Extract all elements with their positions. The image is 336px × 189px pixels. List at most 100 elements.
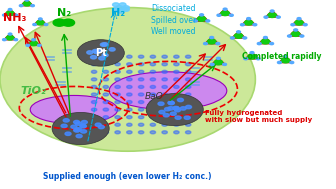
Circle shape <box>174 93 179 96</box>
Circle shape <box>115 55 120 58</box>
Circle shape <box>31 5 34 7</box>
Circle shape <box>237 31 241 33</box>
Circle shape <box>303 24 307 26</box>
Circle shape <box>96 49 102 52</box>
Polygon shape <box>20 0 34 6</box>
Polygon shape <box>3 33 17 40</box>
Circle shape <box>119 3 126 7</box>
Circle shape <box>115 101 120 104</box>
Polygon shape <box>3 9 17 15</box>
Circle shape <box>185 55 191 58</box>
Circle shape <box>118 9 124 13</box>
Circle shape <box>94 50 100 54</box>
Circle shape <box>115 123 120 126</box>
Circle shape <box>174 85 179 88</box>
Circle shape <box>268 13 276 17</box>
Circle shape <box>115 93 120 96</box>
Circle shape <box>150 93 156 96</box>
Circle shape <box>180 107 186 110</box>
Circle shape <box>25 0 29 1</box>
Circle shape <box>277 16 280 18</box>
Circle shape <box>168 101 174 105</box>
Circle shape <box>253 24 257 26</box>
Circle shape <box>14 39 17 41</box>
Polygon shape <box>258 37 273 44</box>
Circle shape <box>241 24 244 26</box>
Circle shape <box>185 85 191 88</box>
Circle shape <box>32 39 35 41</box>
Circle shape <box>91 116 97 119</box>
Circle shape <box>173 107 179 110</box>
Circle shape <box>297 18 301 20</box>
Circle shape <box>150 63 156 66</box>
Circle shape <box>174 63 179 66</box>
Circle shape <box>115 78 120 81</box>
Text: NH₃: NH₃ <box>3 13 27 23</box>
Circle shape <box>164 108 170 111</box>
Circle shape <box>230 37 234 39</box>
Polygon shape <box>244 52 260 59</box>
Circle shape <box>138 108 144 111</box>
Circle shape <box>26 44 30 46</box>
Polygon shape <box>291 18 307 25</box>
Circle shape <box>150 78 156 81</box>
Text: BaO: BaO <box>145 92 164 101</box>
Circle shape <box>257 43 261 45</box>
Circle shape <box>198 17 206 21</box>
Circle shape <box>256 58 260 60</box>
Circle shape <box>36 20 44 25</box>
Circle shape <box>80 125 86 128</box>
Circle shape <box>30 41 38 46</box>
Circle shape <box>284 55 288 57</box>
Circle shape <box>162 108 167 111</box>
Circle shape <box>14 14 17 16</box>
Circle shape <box>77 40 124 66</box>
Circle shape <box>109 48 115 51</box>
Circle shape <box>116 6 123 9</box>
Circle shape <box>162 85 167 88</box>
Circle shape <box>294 29 298 31</box>
Polygon shape <box>217 8 233 16</box>
Circle shape <box>91 131 97 134</box>
Circle shape <box>115 70 120 73</box>
Circle shape <box>127 123 132 126</box>
Circle shape <box>185 108 191 111</box>
Circle shape <box>217 14 221 16</box>
Circle shape <box>127 55 132 58</box>
Ellipse shape <box>0 8 255 151</box>
Circle shape <box>216 43 220 45</box>
Circle shape <box>90 56 96 59</box>
Circle shape <box>138 63 144 66</box>
Circle shape <box>177 98 183 102</box>
Circle shape <box>185 63 191 66</box>
Circle shape <box>158 102 164 105</box>
Circle shape <box>263 36 267 39</box>
Circle shape <box>185 101 191 104</box>
Circle shape <box>91 85 97 88</box>
Circle shape <box>168 101 174 105</box>
Ellipse shape <box>109 72 227 110</box>
Circle shape <box>162 116 167 119</box>
Text: Pt: Pt <box>95 48 107 58</box>
Circle shape <box>138 93 144 96</box>
Circle shape <box>174 70 179 73</box>
Circle shape <box>150 108 156 111</box>
Circle shape <box>292 32 300 36</box>
Circle shape <box>244 58 248 60</box>
Circle shape <box>74 129 80 132</box>
Circle shape <box>103 116 109 119</box>
Circle shape <box>65 132 71 136</box>
Circle shape <box>173 106 179 110</box>
Circle shape <box>290 61 294 64</box>
Circle shape <box>150 55 156 58</box>
Circle shape <box>103 101 109 104</box>
Text: N₂: N₂ <box>57 8 71 18</box>
Circle shape <box>170 112 176 115</box>
Circle shape <box>162 55 167 58</box>
Circle shape <box>103 85 109 88</box>
Circle shape <box>81 130 87 133</box>
Circle shape <box>127 101 132 104</box>
Circle shape <box>100 43 107 46</box>
Circle shape <box>174 123 179 126</box>
Circle shape <box>127 78 132 81</box>
